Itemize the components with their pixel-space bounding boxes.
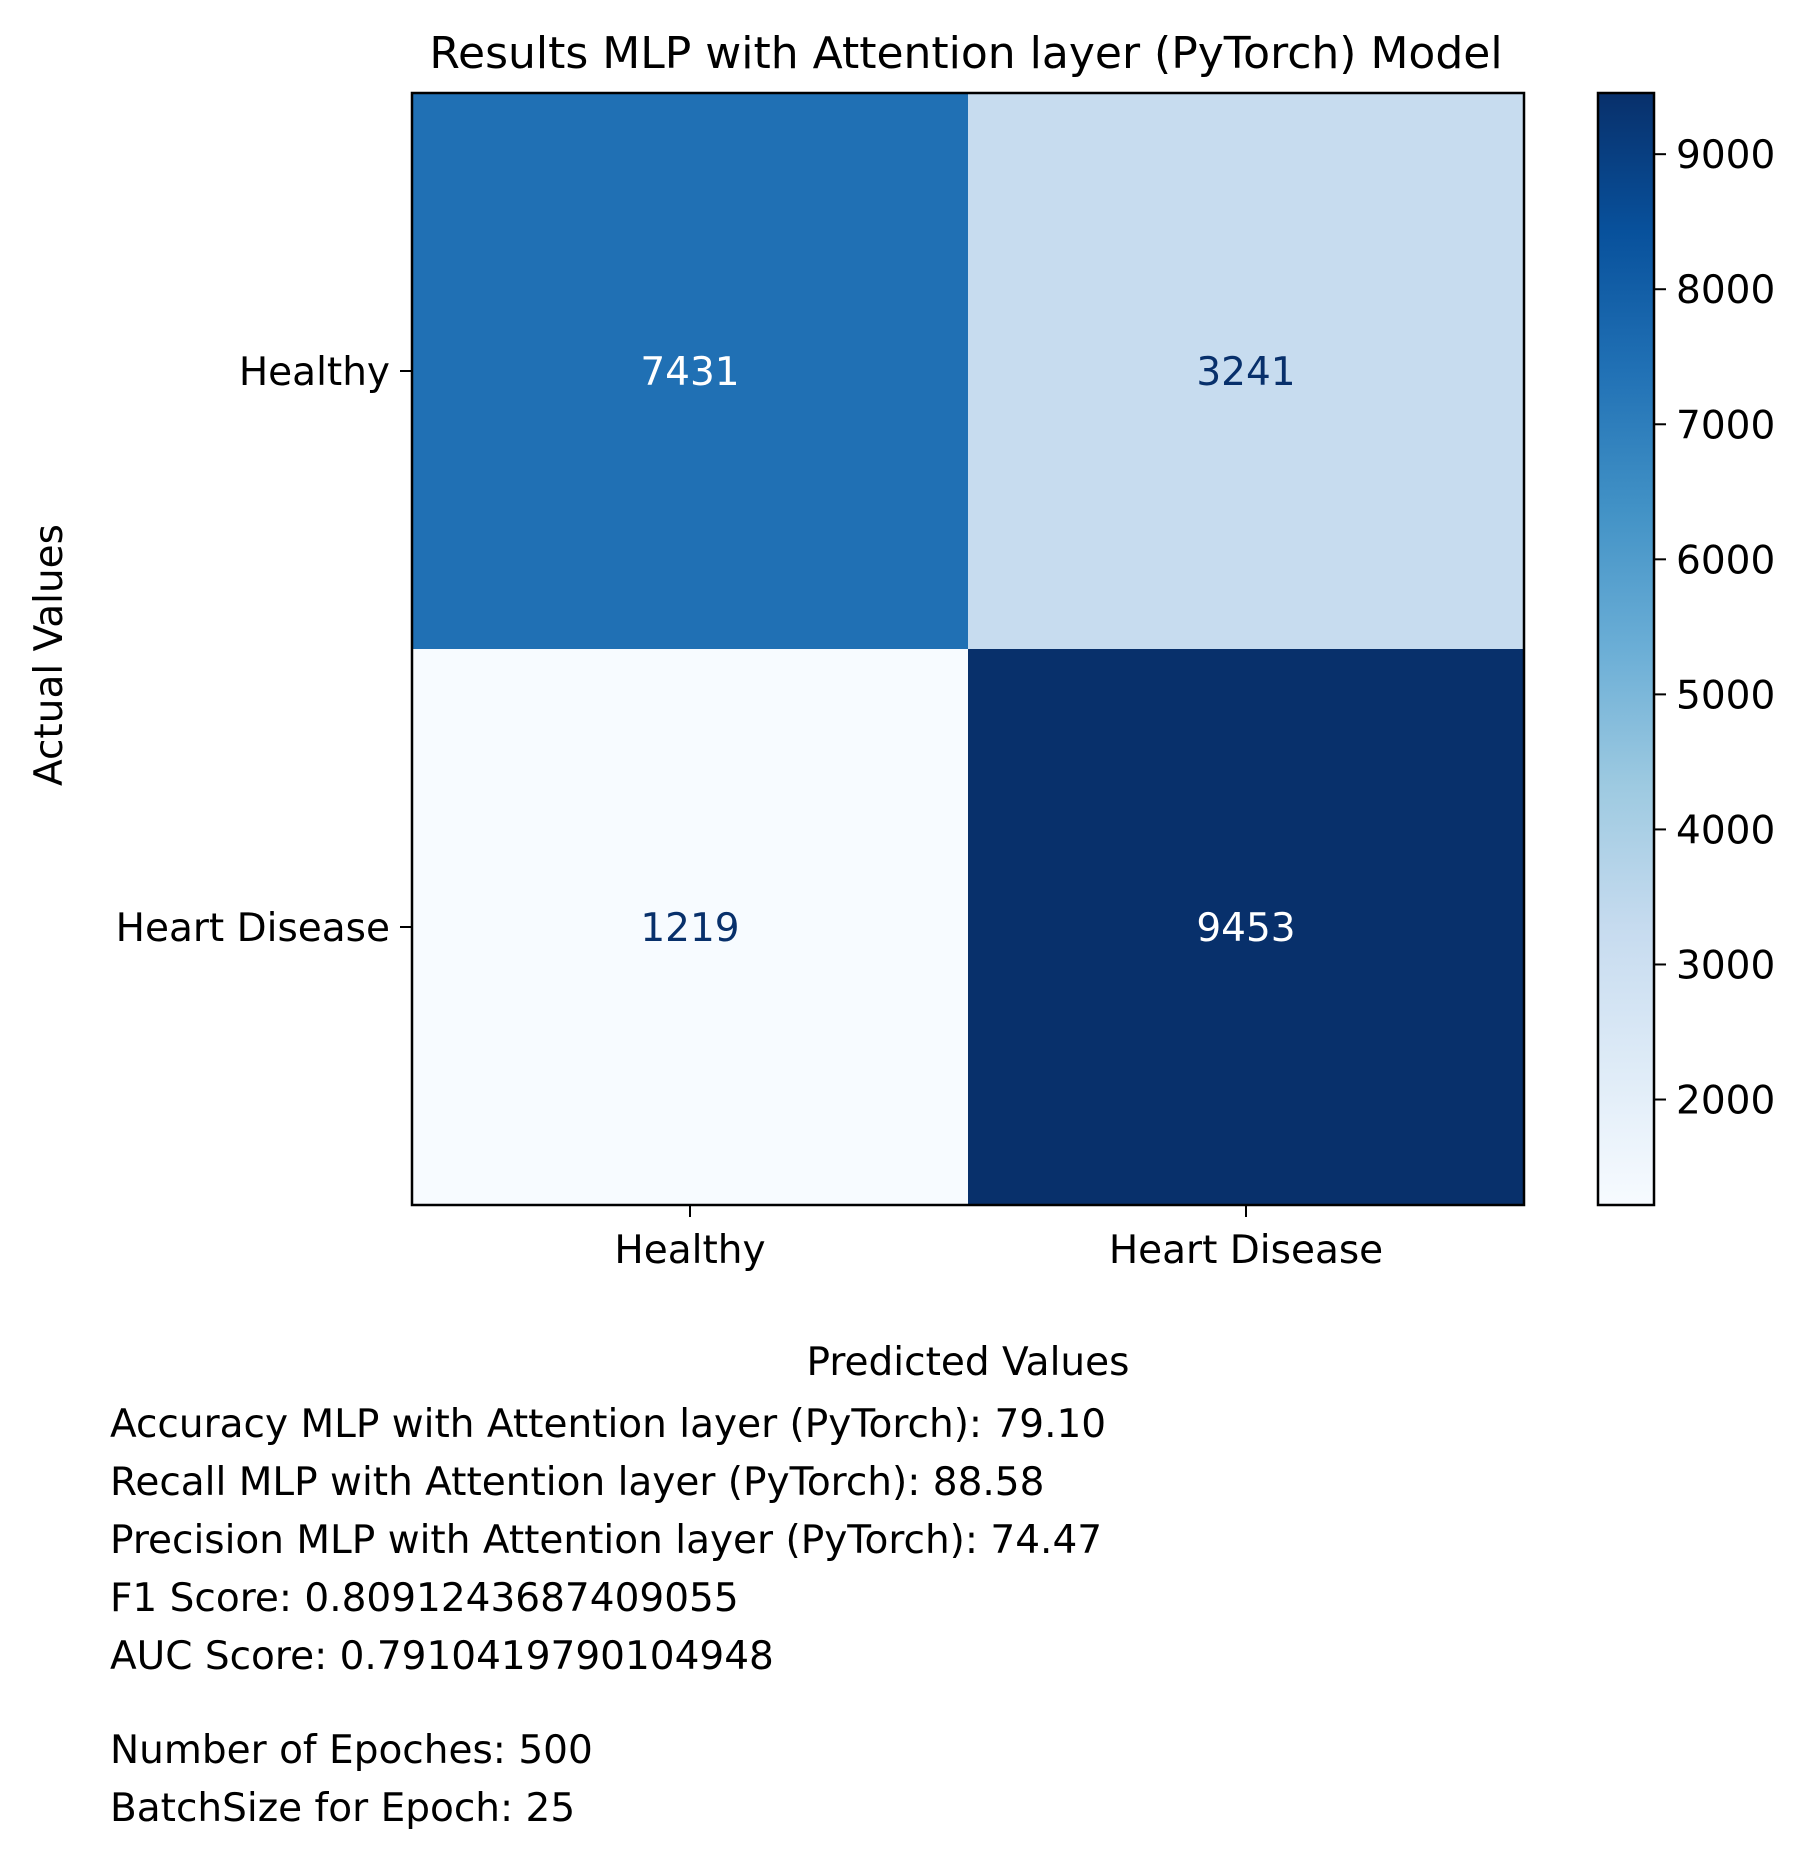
plot-frame bbox=[410, 91, 1526, 1207]
colorbar-tick-label: 9000 bbox=[1676, 133, 1775, 178]
y-axis-ticks: Healthy Heart Disease bbox=[116, 350, 412, 951]
colorbar-tick-label: 2000 bbox=[1676, 1079, 1775, 1124]
heatmap-cells bbox=[412, 93, 1524, 1205]
chart-title: Results MLP with Attention layer (PyTorc… bbox=[429, 28, 1502, 79]
colorbar-tick-label: 3000 bbox=[1676, 943, 1775, 988]
x-tick-label: Heart Disease bbox=[1109, 1228, 1383, 1273]
x-axis-ticks: Healthy Heart Disease bbox=[614, 1205, 1383, 1273]
y-tick-label: Healthy bbox=[239, 350, 390, 395]
heatmap-cell-0-1 bbox=[968, 93, 1524, 649]
metric-epochs: Number of Epoches: 500 bbox=[110, 1728, 593, 1773]
cell-value-label: 9453 bbox=[1196, 906, 1295, 951]
metric-batch-size: BatchSize for Epoch: 25 bbox=[110, 1786, 576, 1831]
cell-value-label: 1219 bbox=[640, 906, 739, 951]
y-axis-label: Actual Values bbox=[27, 524, 72, 786]
cell-value-label: 3241 bbox=[1196, 350, 1295, 395]
metric-f1: F1 Score: 0.8091243687409055 bbox=[110, 1576, 739, 1621]
colorbar-tick-label: 8000 bbox=[1676, 268, 1775, 313]
metric-precision: Precision MLP with Attention layer (PyTo… bbox=[110, 1518, 1103, 1563]
colorbar-tick-label: 4000 bbox=[1676, 808, 1775, 853]
heatmap-cell-0-0 bbox=[412, 93, 968, 649]
colorbar-tick-label: 7000 bbox=[1676, 403, 1775, 448]
cell-value-label: 7431 bbox=[640, 350, 739, 395]
heatmap-cell-1-0 bbox=[412, 649, 968, 1205]
x-axis-label: Predicted Values bbox=[807, 1340, 1130, 1385]
colorbar-tick-label: 5000 bbox=[1676, 673, 1775, 718]
colorbar bbox=[1596, 91, 1656, 1207]
metric-auc: AUC Score: 0.7910419790104948 bbox=[110, 1634, 774, 1679]
metric-recall: Recall MLP with Attention layer (PyTorch… bbox=[110, 1460, 1045, 1505]
colorbar-ticks: 2000 3000 4000 5000 6000 7000 8000 9000 bbox=[1654, 133, 1775, 1124]
x-tick-label: Healthy bbox=[614, 1228, 765, 1273]
heatmap-cell-1-1 bbox=[968, 649, 1524, 1205]
heatmap-cell-labels: 7431 3241 1219 9453 bbox=[640, 350, 1295, 951]
colorbar-tick-label: 6000 bbox=[1676, 538, 1775, 583]
metric-accuracy: Accuracy MLP with Attention layer (PyTor… bbox=[110, 1402, 1107, 1447]
y-tick-label: Heart Disease bbox=[116, 906, 390, 951]
